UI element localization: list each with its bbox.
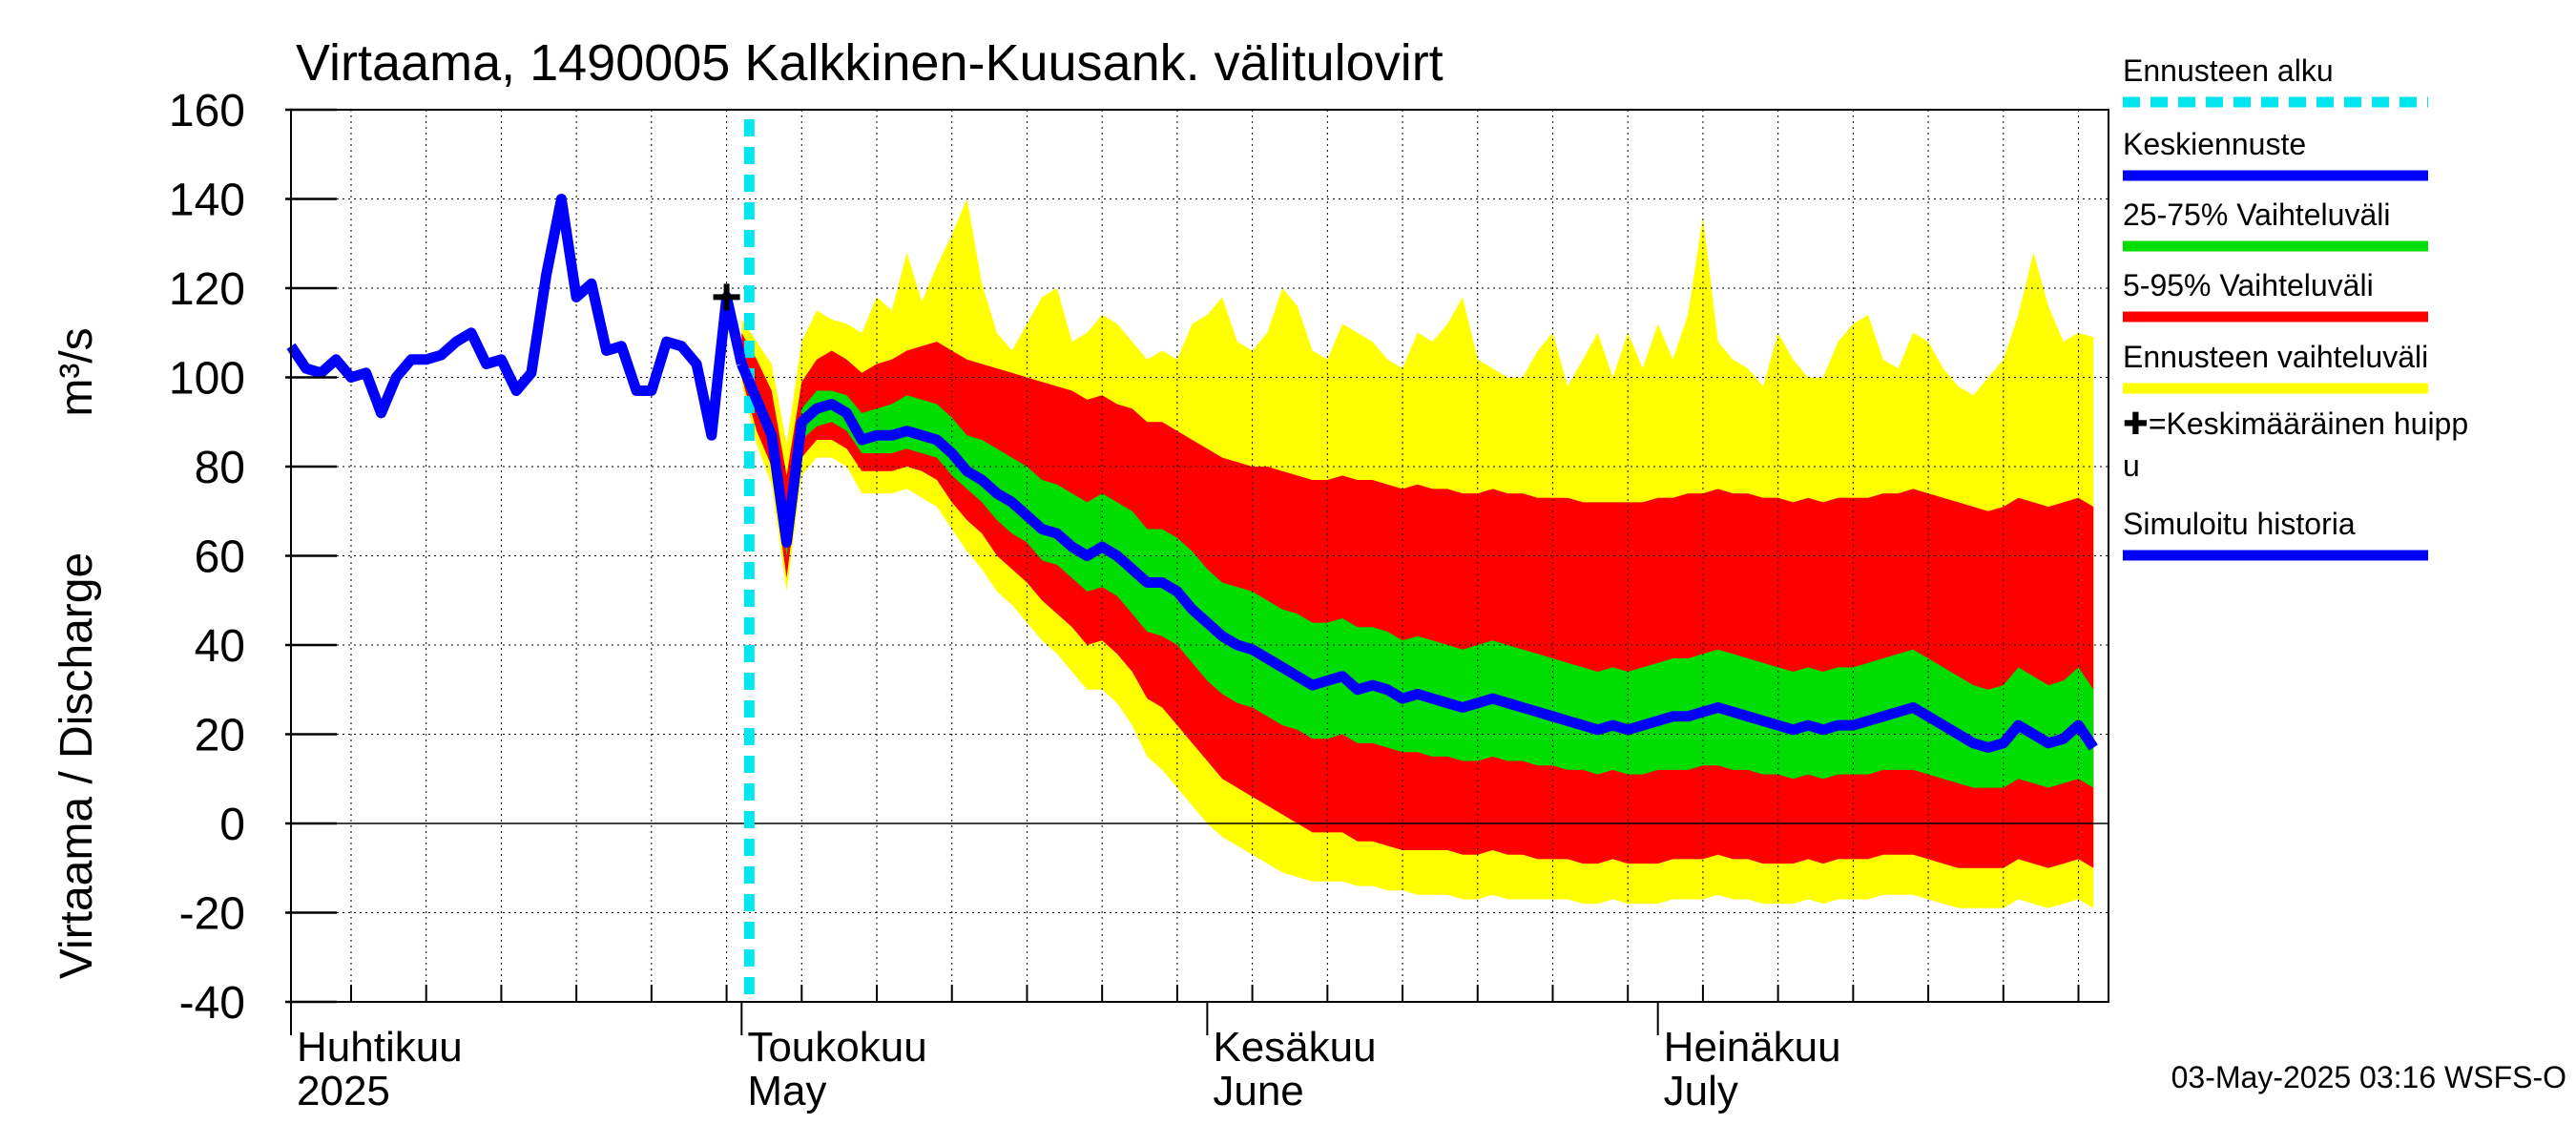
month-sub-label: May (747, 1068, 826, 1114)
y-tick-label: 20 (195, 711, 245, 761)
y-tick-label: -20 (179, 889, 245, 940)
legend-label: Ennusteen vaihteluväli (2123, 340, 2428, 374)
y-tick-label: -40 (179, 978, 245, 1029)
month-label: Huhtikuu (297, 1024, 463, 1071)
grid (291, 110, 2109, 1002)
forecast-bands (741, 198, 2094, 908)
peak-marker (713, 283, 740, 311)
y-tick-label: 60 (195, 532, 245, 583)
legend-label: Keskiennuste (2123, 127, 2306, 161)
month-label: Heinäkuu (1664, 1024, 1841, 1071)
plot-frame (290, 109, 2109, 1003)
month-sub-label: June (1213, 1068, 1303, 1114)
band-25-75 (741, 350, 2094, 788)
legend: Ennusteen alku Keskiennuste 25-75% Vaihtel… (2123, 53, 2468, 561)
legend-label: Ennusteen alku (2123, 53, 2334, 88)
series-lines (286, 119, 2098, 1002)
legend-label: u (2123, 448, 2140, 483)
month-label: Kesäkuu (1213, 1024, 1376, 1071)
y-tick-label: 80 (195, 443, 245, 493)
y-tick-label: 40 (195, 621, 245, 672)
y-tick-label: 120 (169, 264, 245, 315)
y-axis-label: Virtaama / Discharge (52, 552, 102, 979)
month-sub-label: 2025 (297, 1068, 390, 1114)
y-tick-label: 0 (219, 800, 245, 850)
footer-timestamp: 03-May-2025 03:16 WSFS-O (2171, 1060, 2566, 1094)
legend-label: 5-95% Vaihteluväli (2123, 268, 2374, 302)
month-sub-label: July (1664, 1068, 1738, 1114)
history-line (286, 194, 747, 441)
legend-label: ✚=Keskimääräinen huipp (2123, 406, 2468, 441)
legend-label: 25-75% Vaihteluväli (2123, 198, 2390, 232)
chart-title: Virtaama, 1490005 Kalkkinen-Kuusank. väl… (296, 34, 1444, 92)
y-tick-label: 140 (169, 176, 245, 226)
y-axis-unit: m³/s (52, 327, 102, 416)
y-tick-label: 160 (169, 86, 245, 136)
y-tick-label: 100 (169, 354, 245, 405)
legend-label: Simuloitu historia (2123, 507, 2356, 541)
month-label: Toukokuu (747, 1024, 926, 1071)
median-forecast-line (737, 362, 2098, 753)
